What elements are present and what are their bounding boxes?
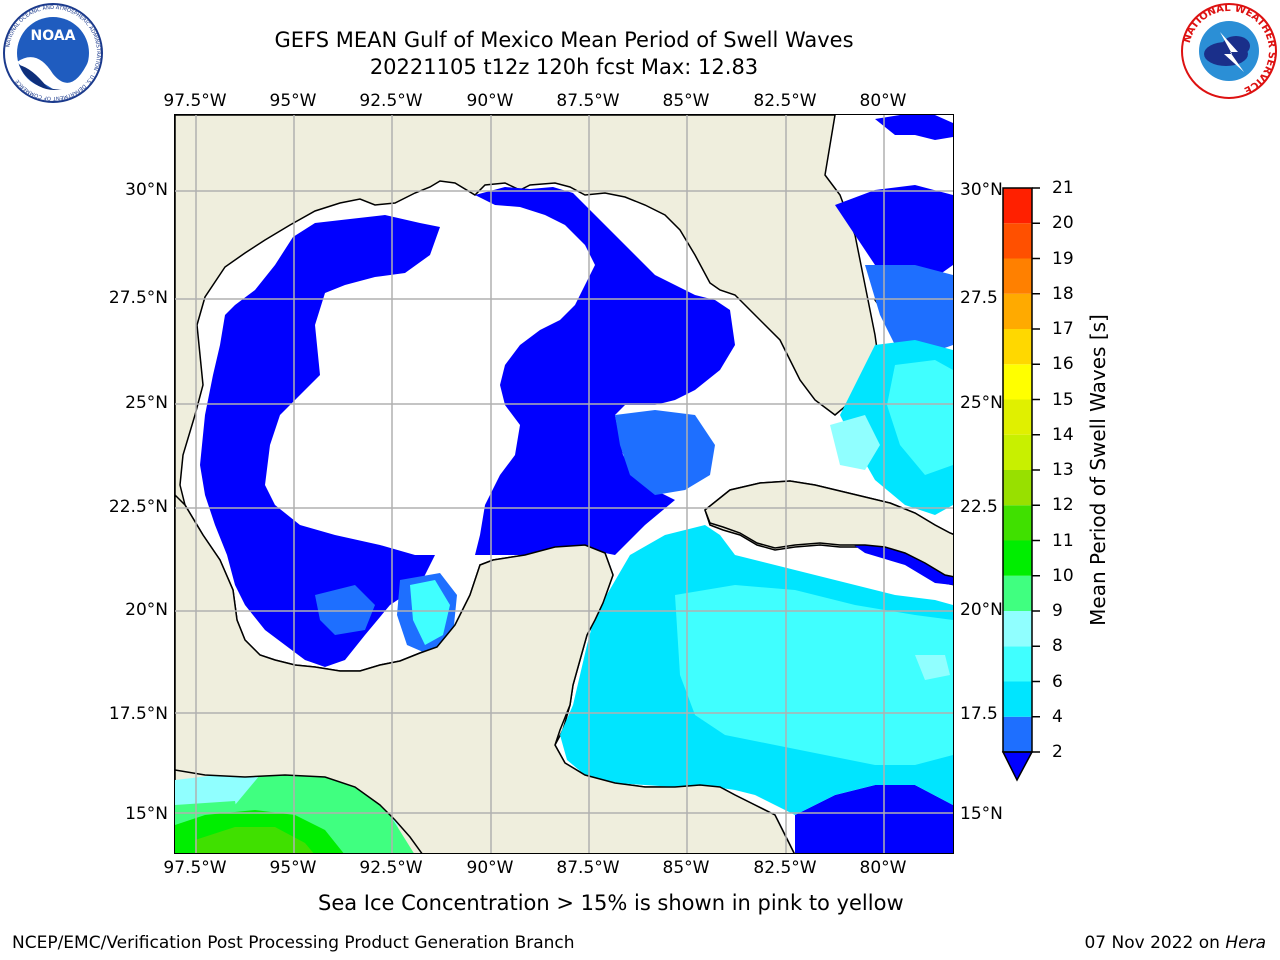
colorbar-segment bbox=[1003, 716, 1032, 752]
lat-tick-right: 17.5 bbox=[960, 704, 998, 724]
lat-tick-left: 27.5°N bbox=[108, 288, 168, 308]
colorbar-segment bbox=[1003, 364, 1032, 400]
colorbar-tick-label: 12 bbox=[1052, 495, 1074, 516]
colorbar-segment bbox=[1003, 399, 1032, 435]
lon-tick-bottom: 92.5°W bbox=[359, 858, 423, 878]
lat-tick-right: 30°N bbox=[960, 180, 1003, 200]
colorbar-tick-label: 9 bbox=[1052, 601, 1063, 621]
field-lt2-se bbox=[795, 785, 953, 853]
field-2to4 bbox=[615, 410, 715, 495]
colorbar-tick-marks bbox=[1032, 187, 1040, 753]
sea-ice-note: Sea Ice Concentration > 15% is shown in … bbox=[318, 891, 904, 915]
lon-tick-top: 85°W bbox=[662, 91, 710, 111]
lon-tick-top: 87.5°W bbox=[556, 91, 620, 111]
colorbar-outline bbox=[1002, 187, 1033, 753]
lon-tick-top: 90°W bbox=[466, 91, 514, 111]
colorbar-segment bbox=[1003, 611, 1032, 647]
colorbar-segment bbox=[1003, 188, 1032, 224]
colorbar-tick-label: 11 bbox=[1052, 530, 1074, 551]
chart-title: GEFS MEAN Gulf of Mexico Mean Period of … bbox=[274, 28, 854, 52]
colorbar-tick-label: 2 bbox=[1052, 742, 1063, 762]
lat-tick-left: 20°N bbox=[125, 600, 168, 620]
lon-tick-top: 92.5°W bbox=[359, 91, 423, 111]
colorbar-tick-label: 13 bbox=[1052, 460, 1074, 480]
lat-tick-right: 22.5 bbox=[960, 497, 998, 517]
colorbar-tick-label: 17 bbox=[1052, 319, 1074, 339]
lon-tick-top: 97.5°W bbox=[163, 91, 227, 111]
land-mexico-pacific-coast bbox=[175, 493, 795, 853]
lon-tick-bottom: 82.5°W bbox=[753, 858, 817, 878]
colorbar-segment bbox=[1003, 540, 1032, 576]
lon-tick-bottom: 97.5°W bbox=[163, 858, 227, 878]
colorbar-tick-label: 15 bbox=[1052, 389, 1074, 410]
field-lt2-tl bbox=[875, 115, 953, 140]
colorbar-segment bbox=[1003, 329, 1032, 365]
map-canvas bbox=[175, 115, 953, 853]
lat-tick-right: 25°N bbox=[960, 393, 1003, 413]
map-panel bbox=[174, 114, 954, 854]
lon-tick-bottom: 80°W bbox=[859, 858, 907, 878]
field-lt2-west bbox=[200, 215, 440, 667]
lat-tick-left: 17.5°N bbox=[108, 704, 168, 724]
field-lt2-east bbox=[475, 187, 735, 555]
date-stamp: 07 Nov 2022 on Hera bbox=[1084, 933, 1266, 953]
lon-tick-top: 82.5°W bbox=[753, 91, 817, 111]
chart-subtitle: 20221105 t12z 120h fcst Max: 12.83 bbox=[369, 55, 759, 79]
field-11to12 bbox=[195, 827, 314, 853]
colorbar-label: Mean Period of Swell Waves [s] bbox=[1086, 314, 1110, 626]
land-cuba-overlay bbox=[704, 480, 953, 578]
colorbar-under-triangle bbox=[1001, 751, 1034, 782]
field-lt2-ne bbox=[835, 185, 953, 285]
lat-tick-right: 27.5 bbox=[960, 288, 998, 308]
colorbar-tick-label: 16 bbox=[1052, 354, 1074, 375]
colorbar-segment bbox=[1003, 293, 1032, 329]
colorbar-tick-label: 4 bbox=[1052, 706, 1063, 727]
colorbar-segments bbox=[1003, 188, 1032, 752]
colorbar-tick-label: 6 bbox=[1052, 671, 1063, 692]
lon-tick-top: 95°W bbox=[269, 91, 317, 111]
lon-tick-bottom: 85°W bbox=[662, 858, 710, 878]
date-text: 07 Nov 2022 on bbox=[1084, 933, 1220, 953]
colorbar-segment bbox=[1003, 434, 1032, 470]
lon-tick-bottom: 87.5°W bbox=[556, 858, 620, 878]
lat-tick-right: 20°N bbox=[960, 600, 1003, 620]
noaa-logo-text: NOAA bbox=[31, 28, 76, 44]
lat-tick-right: 15°N bbox=[960, 804, 1003, 824]
colorbar-tick-label: 21 bbox=[1052, 178, 1074, 198]
lon-tick-top: 80°W bbox=[859, 91, 907, 111]
noaa-logo: NOAA NATIONAL OCEANIC AND ATMOSPHERIC AD… bbox=[3, 3, 103, 103]
lon-tick-bottom: 90°W bbox=[466, 858, 514, 878]
nws-logo: NATIONAL WEATHER SERVICE bbox=[1181, 3, 1277, 99]
colorbar-segment bbox=[1003, 646, 1032, 682]
lat-tick-left: 22.5°N bbox=[108, 497, 168, 517]
colorbar-tick-label: 20 bbox=[1052, 213, 1074, 234]
colorbar-segment bbox=[1003, 223, 1032, 259]
colorbar-segment bbox=[1003, 470, 1032, 506]
graticule bbox=[175, 115, 953, 853]
lat-tick-left: 15°N bbox=[125, 804, 168, 824]
colorbar-segment bbox=[1003, 505, 1032, 541]
colorbar-segment bbox=[1003, 575, 1032, 611]
credit-text: NCEP/EMC/Verification Post Processing Pr… bbox=[12, 933, 575, 953]
lat-tick-left: 25°N bbox=[125, 393, 168, 413]
colorbar-segment bbox=[1003, 258, 1032, 294]
colorbar-tick-label: 19 bbox=[1052, 248, 1074, 269]
lat-tick-left: 30°N bbox=[125, 180, 168, 200]
colorbar-tick-label: 18 bbox=[1052, 283, 1074, 304]
colorbar-tick-label: 10 bbox=[1052, 565, 1074, 586]
colorbar-tick-label: 8 bbox=[1052, 636, 1063, 657]
machine-name: Hera bbox=[1225, 933, 1266, 953]
lon-tick-bottom: 95°W bbox=[269, 858, 317, 878]
colorbar-tick-label: 14 bbox=[1052, 424, 1074, 445]
colorbar-segment bbox=[1003, 681, 1032, 717]
